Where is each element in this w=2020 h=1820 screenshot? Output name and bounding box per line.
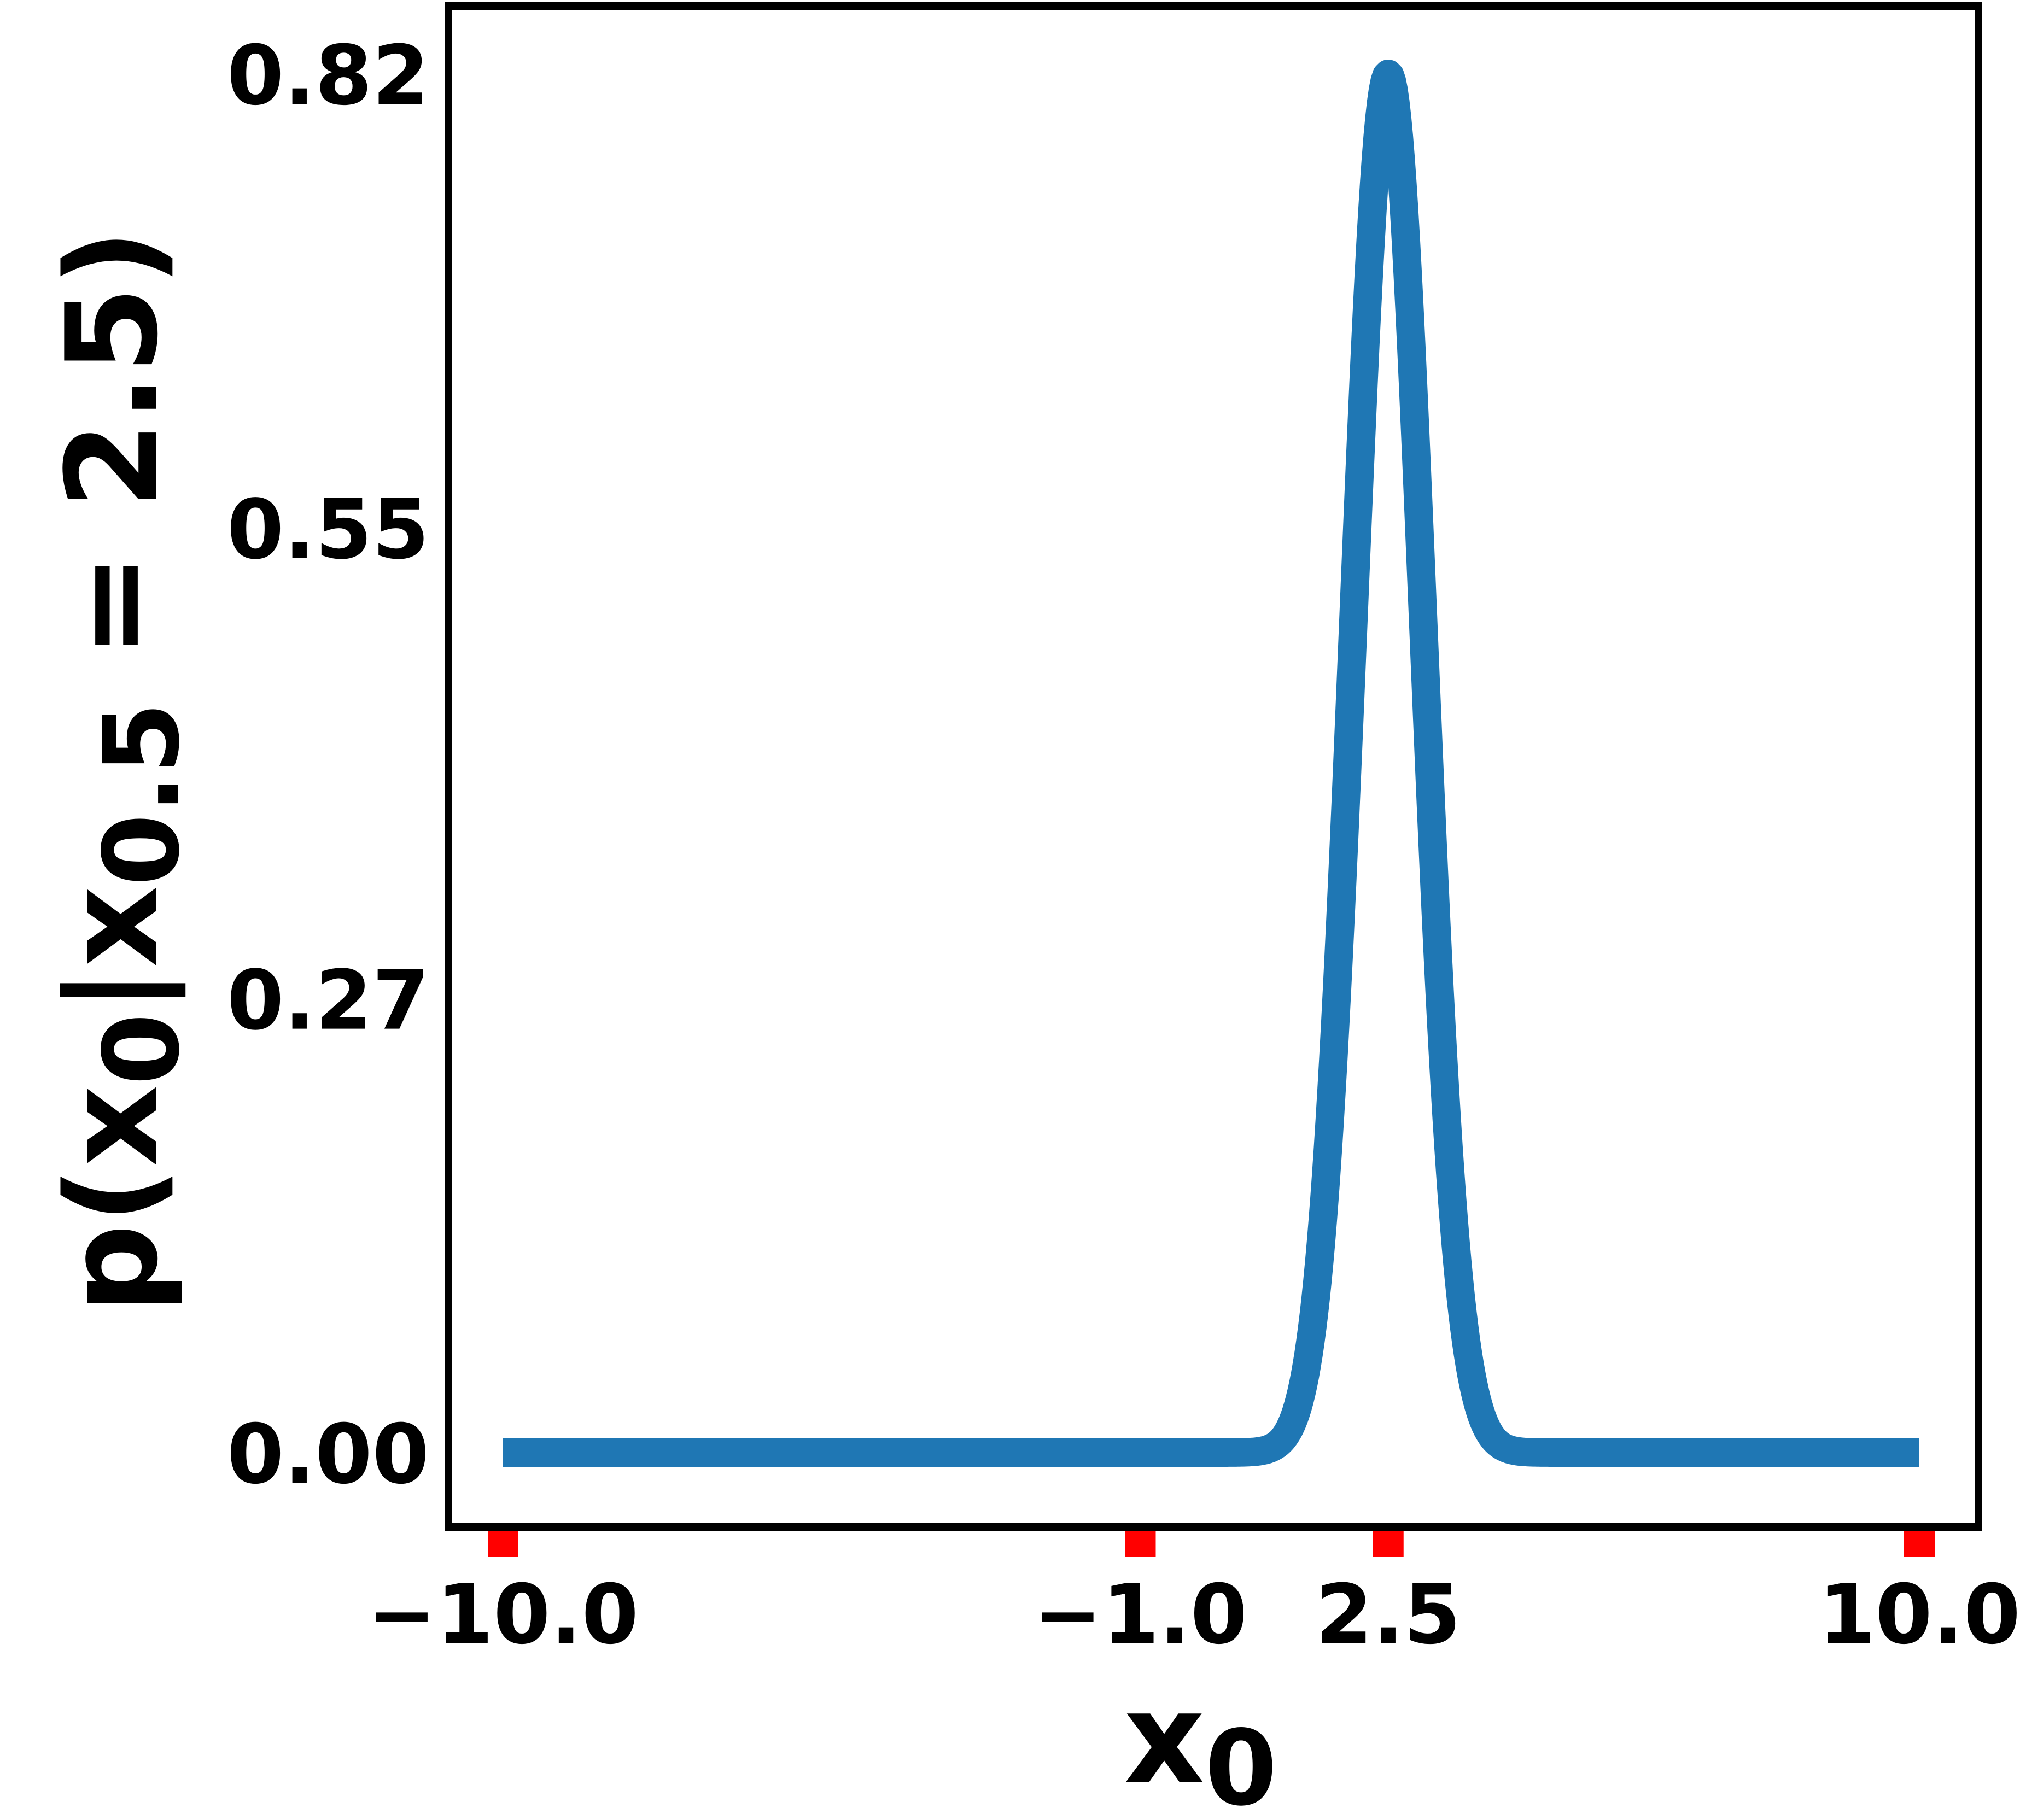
y-tick-label: 0.27 [227,953,429,1049]
x-tick-label: −10.0 [367,1567,639,1663]
y-tick-label: 0.00 [227,1407,429,1502]
y-tick-labels: 0.00 0.27 0.55 0.82 [227,28,429,1502]
x-tick-label: 2.5 [1316,1567,1461,1663]
y-axis-label-part: p(x [40,1085,186,1314]
x-tick-label: −1.0 [1034,1567,1247,1663]
x-axis-label: x0 [1124,1666,1277,1820]
x-tick-labels: −10.0 −1.0 2.5 10.0 [367,1567,2020,1663]
y-tick-label: 0.82 [227,28,429,124]
x-axis-label-main: x [1124,1666,1205,1812]
x-tick-marks [488,1531,1935,1557]
x-tick-mark [1125,1531,1156,1557]
x-tick-mark [1373,1531,1404,1557]
x-tick-label: 10.0 [1818,1567,2020,1663]
y-axis-label-subscript: 0 [81,1013,202,1085]
series-line [491,60,1932,1467]
y-tick-label: 0.55 [227,482,429,577]
y-axis-label-part: |x [40,886,186,1013]
x-tick-mark [488,1531,518,1557]
x-axis-label-subscript: 0 [1205,1708,1277,1820]
x-tick-mark [1904,1531,1935,1557]
y-axis-label-part: = 2.5) [40,229,186,702]
y-axis-label-subscript: 0.5 [81,702,202,886]
y-axis-label: p(x0|x0.5 = 2.5) [40,229,202,1314]
plot-frame [445,2,1982,1531]
